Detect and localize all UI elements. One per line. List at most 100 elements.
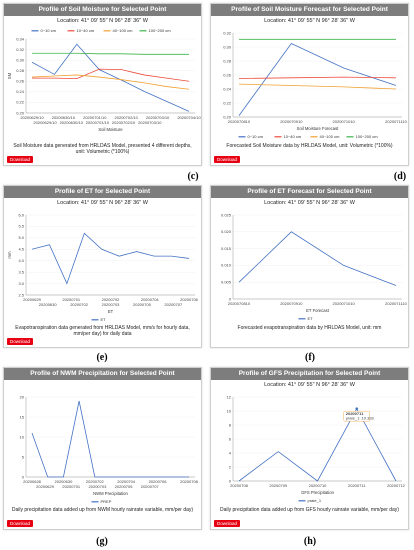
location-label: Location: 41° 09' 55" N 96° 28' 36" W bbox=[264, 382, 355, 388]
y-axis-label: SM bbox=[7, 72, 12, 79]
figure-label-h: (h) bbox=[303, 536, 317, 547]
legend-label: 100~200 cm bbox=[149, 28, 172, 33]
panel-title: Profile of Soil Moisture Forecast for Se… bbox=[211, 4, 408, 16]
y-tick-label: 0.24 bbox=[16, 89, 25, 94]
panel-caption: Daily precipitation data added up from G… bbox=[220, 507, 399, 513]
y-tick-label: 0.020 bbox=[221, 229, 232, 234]
y-tick-label: 8 bbox=[229, 422, 232, 427]
y-tick-label: 0.28 bbox=[223, 58, 232, 63]
tooltip-point bbox=[355, 407, 359, 410]
panel-footer: Daily precipitation data added up from N… bbox=[4, 507, 201, 529]
x-tick-label: 20200703 bbox=[89, 484, 108, 489]
y-tick-label: 0.025 bbox=[221, 212, 232, 217]
x-tick-label: 20200701/10 bbox=[83, 115, 107, 120]
x-axis-label: Soil Moisture bbox=[98, 127, 123, 132]
panel-title: Profile of ET Forecast for Selected Poin… bbox=[211, 186, 408, 198]
series-line bbox=[238, 231, 397, 286]
x-tick-label: 20200712 bbox=[387, 483, 406, 488]
x-tick-label: 20200704 bbox=[141, 297, 160, 302]
legend-label: 0~10 cm bbox=[248, 134, 264, 139]
y-tick-label: 4.5 bbox=[18, 247, 24, 252]
series-line bbox=[32, 68, 190, 82]
location-label bbox=[4, 382, 201, 389]
y-tick-label: 0.30 bbox=[16, 57, 25, 62]
x-tick-label: 20200711 bbox=[348, 483, 366, 488]
x-axis-label: GFS Precipitation bbox=[301, 490, 334, 495]
download-button[interactable]: Download bbox=[7, 156, 34, 163]
y-tick-label: 0.26 bbox=[223, 72, 232, 77]
y-tick-label: 0.015 bbox=[221, 246, 232, 251]
panel-title: Profile of Soil Moisture for Selected Po… bbox=[4, 4, 201, 16]
y-tick-label: 4.0 bbox=[18, 258, 24, 263]
x-tick-label: 20200705 bbox=[133, 302, 152, 307]
series-line bbox=[31, 232, 190, 285]
figure-label-g: (g) bbox=[96, 536, 108, 547]
panel-title: Profile of ET for Selected Point bbox=[4, 186, 201, 198]
x-tick-label: 20200706 bbox=[180, 297, 199, 302]
x-tick-label: 20200701/10 bbox=[86, 120, 110, 125]
panel-title: Profile of NWM Precipitation for Selecte… bbox=[4, 368, 201, 380]
legend-label: PREP bbox=[101, 499, 112, 504]
x-tick-label: 20200629/10 bbox=[20, 115, 44, 120]
x-tick-label: 20200703/10 bbox=[138, 120, 162, 125]
x-tick-label: 20200702 bbox=[70, 302, 89, 307]
x-tick-label: 20200710 bbox=[309, 483, 328, 488]
figure-label-c: (c) bbox=[187, 171, 199, 182]
y-tick-label: 6.0 bbox=[18, 212, 24, 217]
et-chart: 6.0 5.5 5.0 4.5 4.0 3.5 3.0 2.5 mm 20200629 202007… bbox=[7, 212, 199, 322]
x-tick-label: 20200703 bbox=[102, 302, 121, 307]
panel-et-forecast: Profile of ET Forecast for Selected Poin… bbox=[210, 185, 409, 348]
panel-caption: Forecasted evapotranspiration data by HR… bbox=[237, 325, 382, 331]
y-tick-label: 12 bbox=[227, 394, 232, 399]
panel-nwm-precipitation: Profile of NWM Precipitation for Selecte… bbox=[3, 367, 202, 530]
y-tick-label: 0 bbox=[229, 296, 232, 301]
x-tick-label: 20200709 bbox=[269, 483, 288, 488]
x-tick-label: 20200628 bbox=[23, 479, 42, 484]
y-tick-label: 5 bbox=[22, 454, 25, 459]
legend-label: prate_1 bbox=[308, 498, 322, 503]
download-button[interactable]: Download bbox=[7, 338, 34, 345]
y-tick-label: 5.5 bbox=[18, 224, 24, 229]
series-line bbox=[31, 74, 190, 90]
figure-label-d: (d) bbox=[393, 171, 407, 182]
legend-label: ET bbox=[308, 316, 314, 321]
figure-label-e: (e) bbox=[96, 352, 108, 363]
x-tick-label: 20200629 bbox=[36, 484, 55, 489]
x-tick-label: 20200702/10 bbox=[112, 120, 136, 125]
x-axis-label: ET Forecast bbox=[306, 308, 330, 313]
y-tick-label: 0.30 bbox=[223, 44, 232, 49]
y-tick-label: 2.5 bbox=[18, 292, 24, 297]
y-tick-label: 15 bbox=[20, 414, 25, 419]
x-tick-label: 2020070810 bbox=[228, 119, 251, 124]
legend-label: 0~10 cm bbox=[41, 28, 57, 33]
x-axis-label: ET bbox=[108, 309, 114, 314]
series-line bbox=[238, 407, 397, 482]
panel-soil-moisture-forecast: Profile of Soil Moisture Forecast for Se… bbox=[210, 3, 409, 166]
x-tick-label: 20200702/10 bbox=[115, 115, 139, 120]
y-tick-label: 0.005 bbox=[221, 280, 232, 285]
download-button[interactable]: Download bbox=[7, 520, 34, 527]
x-tick-label: 2020071010 bbox=[333, 119, 356, 124]
panel-soil-moisture: Profile of Soil Moisture for Selected Po… bbox=[3, 3, 202, 166]
series-line bbox=[238, 83, 397, 90]
series-line bbox=[238, 42, 397, 116]
series-line bbox=[31, 43, 190, 112]
x-tick-label: 20200702 bbox=[86, 479, 105, 484]
y-tick-label: 6 bbox=[229, 436, 232, 441]
download-button[interactable]: Download bbox=[214, 156, 241, 163]
legend-label: 40~100 cm bbox=[113, 28, 134, 33]
location-label: Location: 41° 09' 55" N 96° 28' 36" W bbox=[264, 18, 355, 24]
location-label: Location: 41° 09' 55" N 96° 28' 36" W bbox=[264, 200, 355, 206]
panel-footer: Soil Moisture data generated from HRLDAS… bbox=[4, 143, 201, 165]
legend-label: ET bbox=[101, 317, 107, 322]
x-tick-label: 2020071110 bbox=[385, 119, 407, 124]
y-tick-label: 10 bbox=[227, 408, 232, 413]
legend-label: 100~200 cm bbox=[356, 134, 379, 139]
panel-footer: Daily precipitation data added up from G… bbox=[211, 507, 408, 529]
download-button[interactable]: Download bbox=[214, 520, 241, 527]
